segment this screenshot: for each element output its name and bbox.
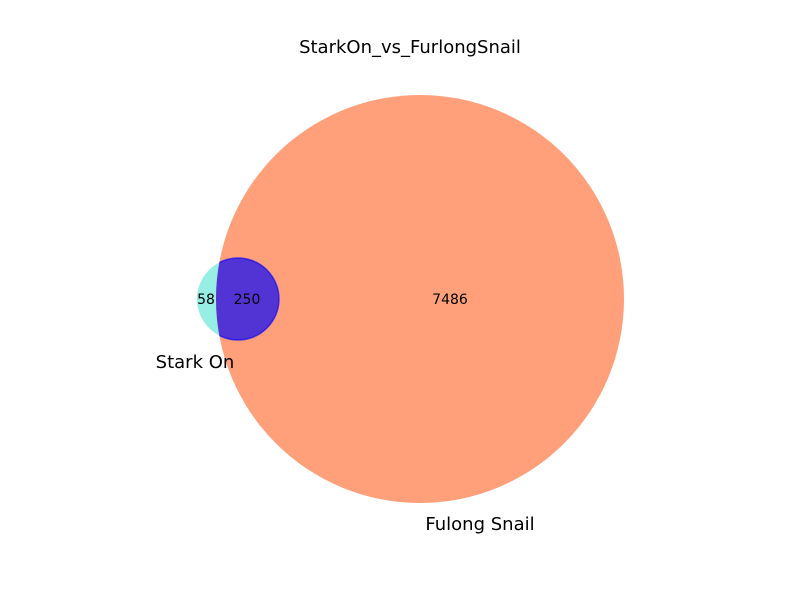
count-only-fulong-snail: 7486 [432, 292, 468, 308]
set-b-label: Fulong Snail [425, 514, 534, 535]
set-a-label: Stark On [156, 352, 235, 373]
diagram-title: StarkOn_vs_FurlongSnail [299, 37, 521, 58]
count-only-stark-on: 58 [197, 292, 215, 308]
count-intersection: 250 [234, 292, 261, 308]
intersection-outline [216, 257, 280, 341]
intersection-region [216, 258, 279, 340]
set-b-circle [216, 95, 624, 503]
